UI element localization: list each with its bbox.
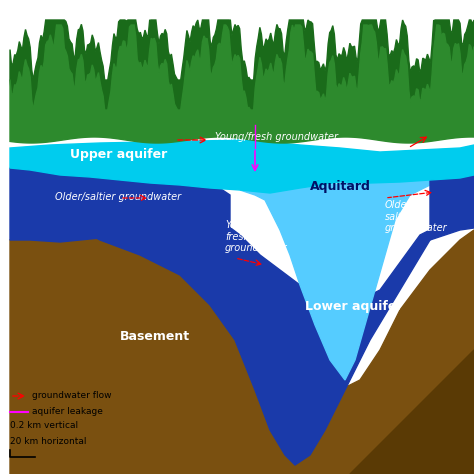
Text: Young/fresh groundwater: Young/fresh groundwater (215, 132, 338, 142)
Text: aquifer leakage: aquifer leakage (32, 408, 103, 417)
Text: Upper aquifer: Upper aquifer (70, 148, 167, 161)
Polygon shape (60, 215, 460, 465)
Text: Lower aquifer: Lower aquifer (305, 300, 402, 313)
Polygon shape (10, 228, 474, 474)
Polygon shape (350, 350, 474, 474)
Text: Older/saltier groundwater: Older/saltier groundwater (55, 192, 181, 202)
Text: Basement: Basement (120, 330, 190, 343)
Polygon shape (10, 25, 474, 143)
Text: groundwater flow: groundwater flow (32, 392, 111, 401)
Polygon shape (10, 168, 230, 242)
Text: Younger/
fresher
groundwater: Younger/ fresher groundwater (225, 220, 288, 253)
Polygon shape (10, 20, 474, 110)
Polygon shape (240, 178, 455, 380)
Text: Aquitard: Aquitard (310, 180, 371, 193)
Polygon shape (430, 170, 474, 240)
Text: 20 km horizontal: 20 km horizontal (10, 438, 86, 447)
Text: 0.2 km vertical: 0.2 km vertical (10, 421, 78, 430)
Text: Oldest/
saltiest
groundwater: Oldest/ saltiest groundwater (385, 200, 447, 233)
Polygon shape (10, 140, 474, 193)
